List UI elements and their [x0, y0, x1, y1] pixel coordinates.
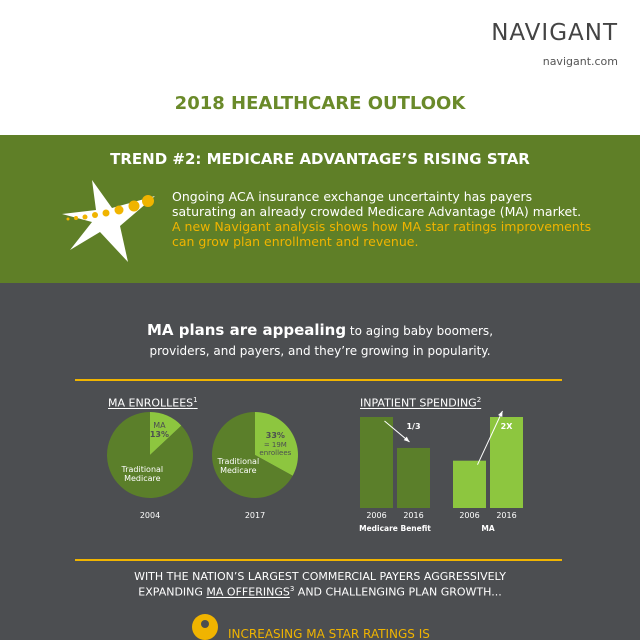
star-icon [62, 180, 155, 262]
bar [360, 417, 393, 508]
footnote: 3 [289, 585, 295, 593]
header-bg [0, 0, 640, 135]
closing-text: AND CHALLENGING PLAN GROWTH... [297, 585, 502, 599]
bar-year: 2016 [403, 511, 424, 520]
website: navigant.com [542, 55, 618, 68]
icon-dot [201, 620, 209, 628]
pie-slice [150, 412, 182, 455]
small-stars [66, 195, 154, 221]
slice-note: = 19M enrollees [259, 440, 292, 457]
next-heading: INCREASING MA STAR RATINGS IS [228, 627, 430, 640]
trend-text: Ongoing ACA insurance exchange uncertain… [172, 189, 592, 249]
trend-highlight: A new Navigant analysis shows how MA sta… [172, 219, 592, 249]
pie-year: 2017 [244, 511, 266, 520]
footnote: 1 [193, 396, 198, 404]
pie-slice [255, 412, 298, 476]
trend-title: TREND #2: MEDICARE ADVANTAGE’S RISING ST… [110, 150, 530, 168]
appeal-bold: MA plans are appealing [146, 321, 347, 339]
page-title: 2018 HEALTHCARE OUTLOOK [174, 93, 466, 114]
bar-year: 2006 [366, 511, 387, 520]
slice-value: 33% [265, 430, 285, 440]
slice-label: Traditional Medicare [217, 456, 260, 475]
enrollees-title: MA ENROLLEES1 [108, 396, 198, 410]
slice-label: Traditional Medicare [121, 464, 164, 483]
spending-title: INPATIENT SPENDING2 [360, 396, 481, 410]
annotation: 2X [500, 422, 513, 431]
pie-year: 2004 [139, 511, 161, 520]
pie-slice [211, 412, 293, 499]
annotation: 1/3 [406, 422, 421, 431]
appeal-text: to aging baby boomers, providers, and pa… [149, 324, 494, 358]
trend-body: Ongoing ACA insurance exchange uncertain… [172, 189, 582, 219]
closing-text: WITH THE NATION’S LARGEST COMMERCIAL PAY… [134, 570, 506, 599]
group-name: Medicare Benefit [359, 524, 431, 533]
bar [490, 417, 523, 508]
label: MA ENROLLEES [108, 396, 194, 410]
closing-link: MA OFFERINGS [206, 585, 290, 599]
appeal: MA plans are appealing to aging baby boo… [130, 320, 510, 361]
closing: WITH THE NATION’S LARGEST COMMERCIAL PAY… [120, 570, 520, 599]
logo: NAVIGANT [491, 20, 618, 46]
slice-label: MA [153, 421, 166, 431]
bar [453, 460, 486, 508]
arrow-head [403, 436, 410, 442]
group-name: MA [481, 524, 495, 533]
arrow-head [498, 411, 503, 417]
bar-year: 2016 [496, 511, 517, 520]
pie-slice [106, 412, 193, 499]
bar [397, 447, 430, 508]
bar-year: 2006 [459, 511, 480, 520]
footnote: 2 [476, 396, 482, 404]
label: INPATIENT SPENDING [360, 396, 477, 410]
slice-value: 13% [149, 430, 169, 440]
arrow [477, 410, 503, 465]
